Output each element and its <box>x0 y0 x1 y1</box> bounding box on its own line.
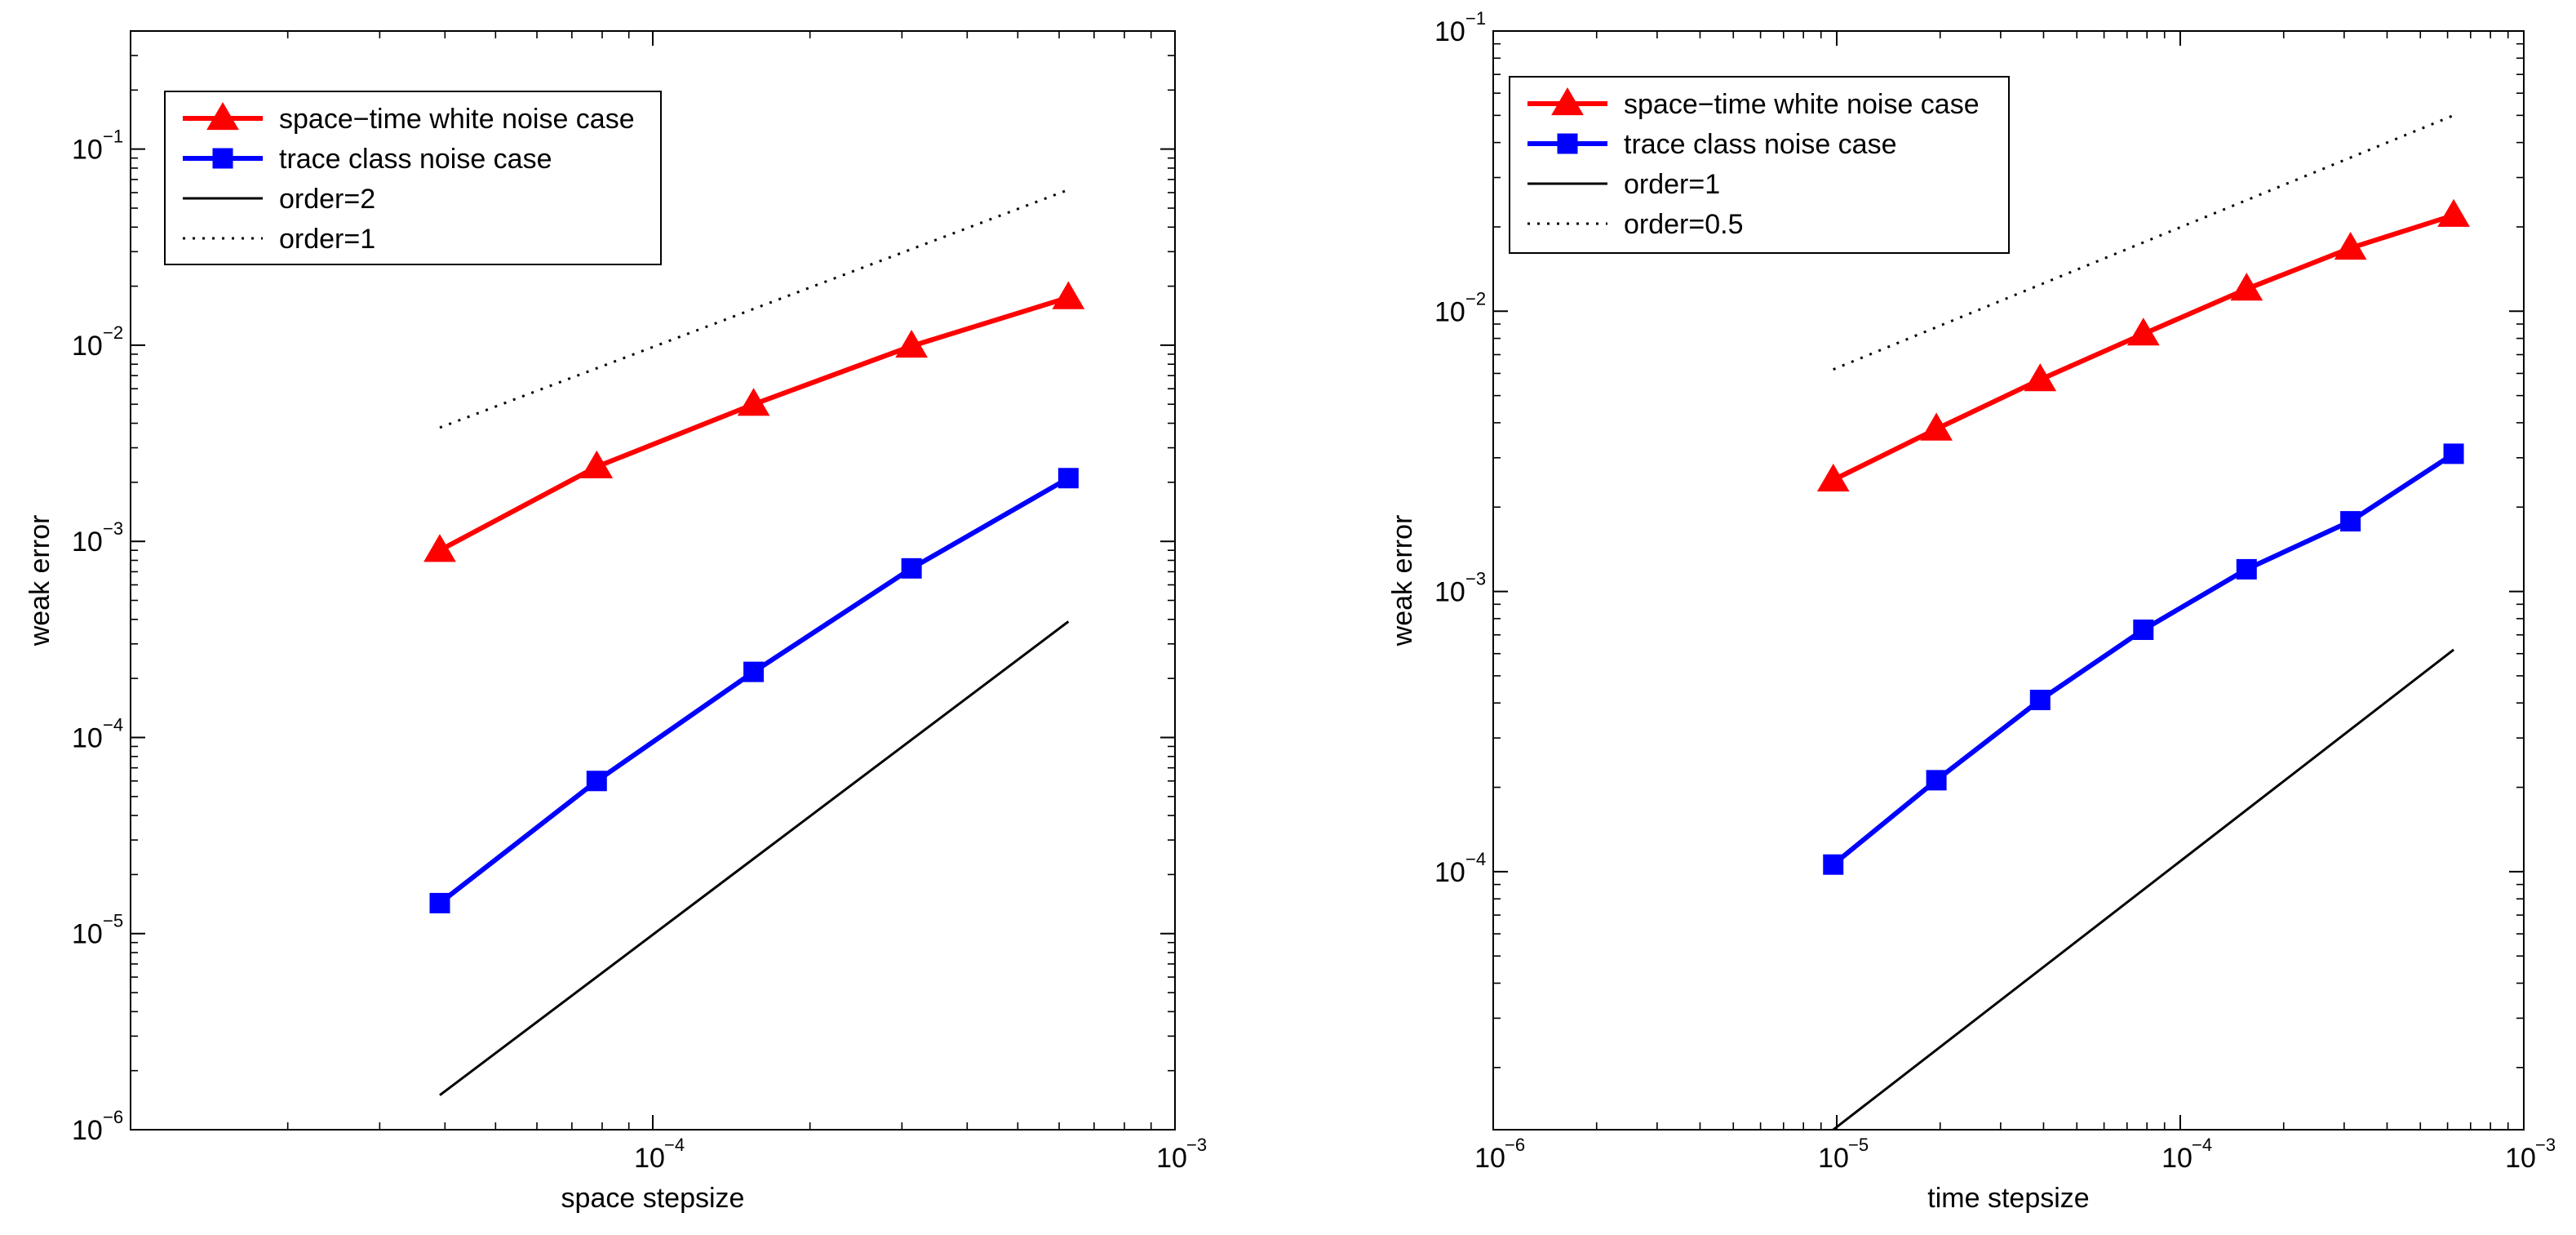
y-tick-exponent: −3 <box>103 518 123 539</box>
data-point-square <box>429 892 450 913</box>
legend-label: order=2 <box>279 184 375 215</box>
data-point-triangle <box>1052 281 1085 309</box>
data-point-square <box>1057 468 1079 489</box>
x-axis-label: time stepsize <box>1927 1183 2089 1214</box>
y-tick-exponent: −1 <box>103 127 123 147</box>
data-point-square <box>586 771 607 792</box>
x-tick-exponent: −6 <box>1505 1135 1525 1155</box>
y-tick-label: 10 <box>72 135 103 166</box>
legend-label: space−time white noise case <box>1624 89 1980 120</box>
x-tick-exponent: −4 <box>2192 1135 2212 1155</box>
y-tick-label: 10 <box>1434 577 1465 608</box>
x-tick-exponent: −3 <box>2535 1135 2556 1155</box>
y-tick-label: 10 <box>72 919 103 950</box>
series-solid-reference <box>1832 648 2455 1130</box>
series-line <box>439 620 1070 1096</box>
data-point-square <box>2133 620 2154 641</box>
series-line <box>1832 648 2455 1130</box>
axes-box <box>1492 30 2525 1131</box>
y-tick-label: 10 <box>1434 857 1465 888</box>
y-tick-exponent: −4 <box>103 714 123 735</box>
data-point-triangle <box>895 329 929 358</box>
series-line <box>439 189 1069 429</box>
y-tick-label: 10 <box>72 722 103 753</box>
x-tick-label: 10 <box>1474 1143 1505 1174</box>
x-tick-exponent: −3 <box>1186 1135 1207 1155</box>
series-dotted-reference <box>1833 113 2454 371</box>
y-tick-label: 10 <box>72 331 103 362</box>
y-tick-exponent: −1 <box>1465 8 1486 29</box>
y-tick-exponent: −5 <box>103 911 123 931</box>
y-tick-exponent: −2 <box>103 322 123 343</box>
x-axis-label: space stepsize <box>561 1183 745 1214</box>
data-point-square <box>1926 770 1947 791</box>
data-point-triangle <box>2126 318 2160 346</box>
data-point-triangle <box>2437 198 2470 227</box>
data-point-square <box>743 661 765 682</box>
legend-marker <box>212 148 233 169</box>
y-tick-exponent: −3 <box>1465 569 1486 589</box>
data-point-square <box>2443 443 2464 464</box>
x-tick-label: 10 <box>1818 1143 1849 1174</box>
x-tick-label: 10 <box>2505 1143 2536 1174</box>
legend-label: order=1 <box>1624 169 1720 200</box>
data-point-square <box>901 558 922 579</box>
x-tick-exponent: −5 <box>1848 1135 1869 1155</box>
data-point-triangle <box>737 388 770 416</box>
data-point-square <box>2029 690 2051 711</box>
y-axis-label: weak error <box>1387 515 1418 647</box>
data-point-triangle <box>1816 463 1850 492</box>
series-square-series <box>429 468 1079 913</box>
y-axis-label: weak error <box>24 515 55 647</box>
legend-label: trace class noise case <box>279 144 552 175</box>
data-point-triangle <box>2024 363 2057 392</box>
legend-marker <box>206 102 239 131</box>
legend-label: order=0.5 <box>1624 209 1744 240</box>
y-tick-label: 10 <box>72 526 103 558</box>
data-point-square <box>1823 854 1844 875</box>
y-tick-exponent: −4 <box>1465 849 1486 869</box>
legend: space−time white noise case trace class n… <box>164 91 662 265</box>
data-point-square <box>2340 511 2361 532</box>
y-tick-label: 10 <box>72 1115 103 1146</box>
data-point-square <box>2236 558 2257 580</box>
data-point-triangle <box>1920 412 1953 441</box>
legend-marker <box>1551 87 1584 116</box>
minor-ticks <box>131 31 1175 1130</box>
series-triangle-series <box>1816 198 2470 492</box>
legend-label: trace class noise case <box>1624 129 1897 160</box>
series-solid-reference <box>439 620 1070 1096</box>
series-dotted-reference <box>439 189 1069 429</box>
data-point-triangle <box>423 534 456 562</box>
data-point-triangle <box>580 450 614 479</box>
x-tick-label: 10 <box>634 1143 665 1174</box>
series-square-series <box>1823 443 2464 875</box>
series-triangle-series <box>423 281 1085 562</box>
legend: space−time white noise case trace class n… <box>1509 76 2010 254</box>
y-tick-label: 10 <box>1434 16 1465 47</box>
data-point-triangle <box>2334 231 2367 260</box>
x-tick-label: 10 <box>2161 1143 2192 1174</box>
y-tick-exponent: −2 <box>1465 288 1486 309</box>
y-tick-exponent: −6 <box>103 1107 123 1127</box>
x-tick-label: 10 <box>1156 1143 1187 1174</box>
x-tick-exponent: −4 <box>664 1135 685 1155</box>
data-point-triangle <box>2230 273 2263 301</box>
legend-label: order=1 <box>279 224 375 255</box>
series-line <box>1833 113 2454 371</box>
legend-marker <box>1557 133 1578 154</box>
y-tick-label: 10 <box>1434 296 1465 327</box>
legend-label: space−time white noise case <box>279 104 635 135</box>
minor-ticks <box>1493 31 2524 1130</box>
